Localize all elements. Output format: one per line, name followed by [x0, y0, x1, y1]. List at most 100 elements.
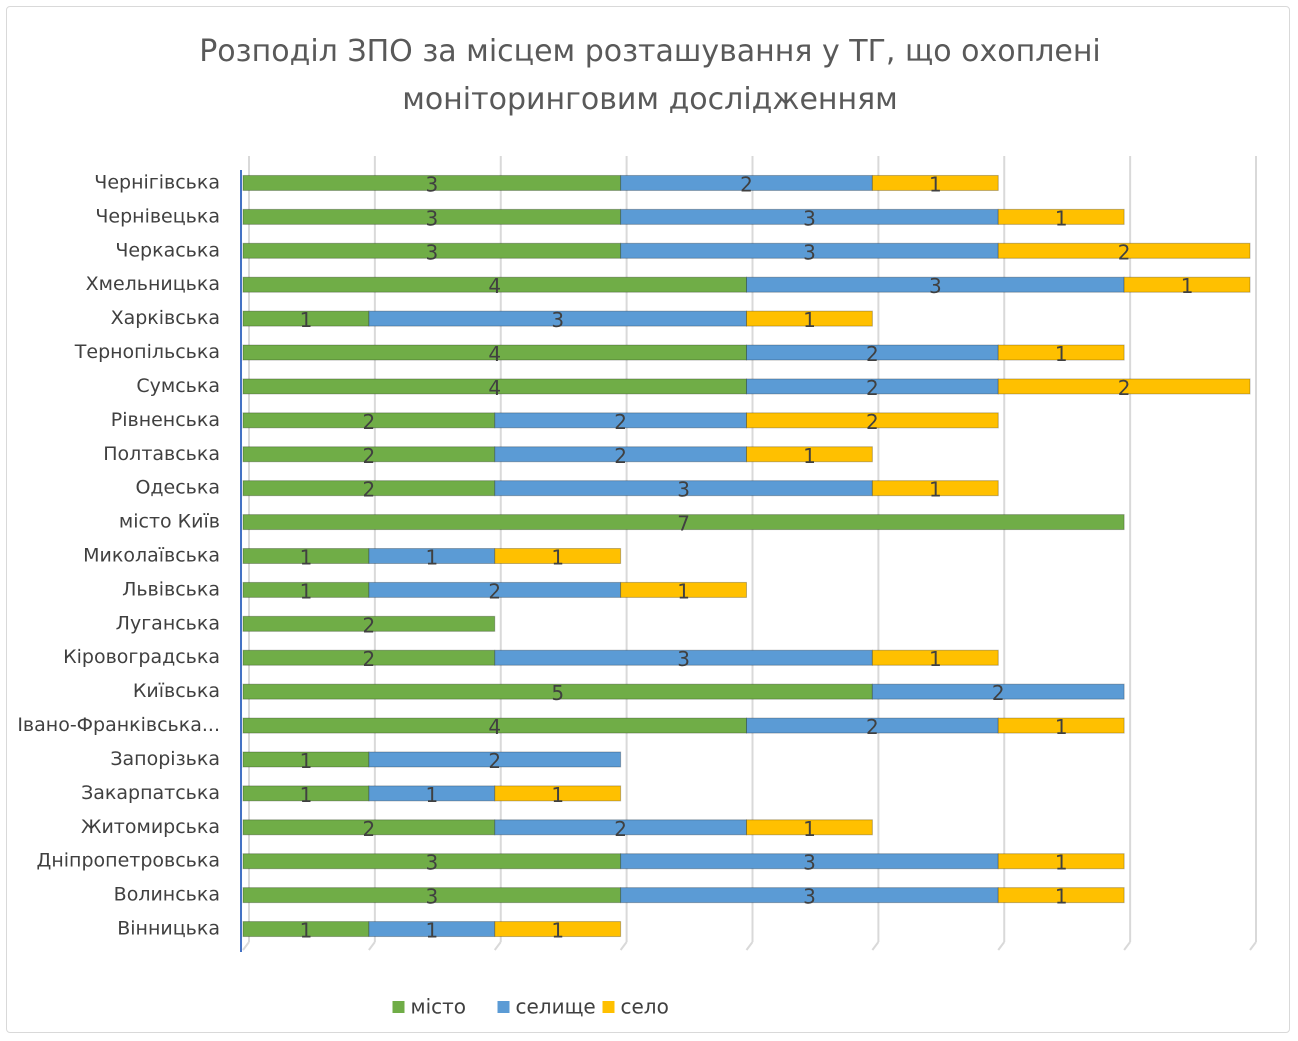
data-label: 2 — [866, 715, 879, 739]
bar-segment — [494, 548, 622, 564]
data-label: 1 — [300, 919, 313, 943]
y-tick-label: Закарпатська — [81, 782, 220, 804]
data-label: 1 — [1181, 274, 1194, 298]
y-tick-label: Дніпропетровська — [37, 850, 220, 872]
data-label: 2 — [363, 478, 376, 502]
data-label: 4 — [488, 342, 501, 366]
y-tick-label: Київська — [133, 680, 220, 702]
bar-segment — [620, 581, 747, 598]
data-label: 2 — [363, 410, 376, 434]
data-label: 2 — [363, 444, 376, 468]
legend-swatch — [392, 1001, 405, 1013]
data-label: 1 — [551, 546, 564, 570]
bar-segment — [871, 683, 1125, 700]
data-label: 3 — [425, 851, 438, 875]
data-label: 1 — [803, 308, 816, 332]
data-label: 1 — [929, 647, 942, 671]
data-label: 3 — [677, 478, 690, 502]
y-tick-label: Кіровоградська — [63, 646, 220, 668]
data-label: 1 — [551, 919, 564, 943]
data-label: 3 — [929, 274, 942, 298]
y-tick-label: Житомирська — [81, 816, 220, 838]
bar-segment — [242, 615, 496, 632]
legend-swatch — [497, 1001, 510, 1013]
bar-segment — [368, 751, 622, 768]
data-label: 1 — [300, 579, 313, 603]
bar-segment — [997, 853, 1125, 870]
bar-segment — [746, 412, 999, 429]
bar-segment — [746, 446, 873, 463]
data-label: 3 — [803, 885, 816, 909]
bar-segment — [997, 887, 1125, 904]
y-tick-label: Волинська — [114, 884, 220, 906]
data-label: 2 — [1118, 240, 1131, 264]
y-tick-label: місто Київ — [119, 511, 220, 533]
data-label: 1 — [1055, 885, 1068, 909]
grid-line — [997, 941, 1006, 951]
data-label: 1 — [425, 546, 438, 570]
grid-line — [871, 941, 880, 951]
bar-segment — [997, 242, 1251, 259]
bar-segment — [997, 208, 1125, 225]
data-label: 2 — [614, 817, 627, 841]
grid-line — [745, 941, 754, 951]
data-label: 3 — [425, 206, 438, 230]
data-label: 3 — [425, 172, 438, 196]
data-label: 2 — [614, 444, 627, 468]
data-label: 1 — [1055, 715, 1068, 739]
data-label: 3 — [425, 885, 438, 909]
data-label: 2 — [740, 172, 753, 196]
data-label: 2 — [488, 749, 501, 773]
legend-label: село — [621, 995, 669, 1019]
data-label: 2 — [614, 410, 627, 434]
data-label: 4 — [488, 274, 501, 298]
grid-line — [242, 941, 250, 951]
data-label: 3 — [803, 240, 816, 264]
y-tick-label: Луганська — [116, 612, 220, 634]
y-tick-label: Харківська — [111, 307, 220, 329]
data-label: 2 — [488, 579, 501, 603]
data-label: 1 — [300, 308, 313, 332]
data-label: 1 — [929, 478, 942, 502]
bar-segment — [871, 649, 999, 666]
bar-segment — [997, 344, 1125, 361]
data-label: 3 — [551, 308, 564, 332]
chart-frame — [6, 6, 1290, 1033]
data-label: 2 — [1118, 376, 1131, 400]
y-tick-label: Чернівецька — [95, 205, 220, 227]
data-label: 2 — [363, 647, 376, 671]
data-label: 3 — [803, 206, 816, 230]
y-tick-label: Чернігівська — [94, 171, 220, 193]
data-label: 7 — [677, 512, 690, 536]
grid-line — [368, 941, 376, 951]
data-label: 2 — [363, 817, 376, 841]
data-label: 4 — [488, 376, 501, 400]
data-label: 1 — [300, 749, 313, 773]
grid-line — [1249, 941, 1257, 951]
data-label: 3 — [425, 240, 438, 264]
data-label: 1 — [677, 579, 690, 603]
y-tick-label: Хмельницька — [86, 273, 220, 295]
data-label: 3 — [803, 851, 816, 875]
grid-line — [493, 941, 502, 951]
y-tick-label: Миколаївська — [83, 545, 220, 567]
grid-line — [619, 941, 628, 951]
data-label: 1 — [1055, 342, 1068, 366]
bar-segment — [1123, 276, 1251, 293]
data-label: 1 — [425, 919, 438, 943]
data-label: 2 — [363, 613, 376, 637]
legend-label: селище — [516, 995, 596, 1019]
data-label: 3 — [677, 647, 690, 671]
bar-segment — [871, 480, 999, 497]
data-label: 2 — [866, 376, 879, 400]
y-tick-label: Рівненська — [111, 409, 220, 431]
y-tick-label: Вінницька — [117, 918, 220, 940]
bar-segment — [997, 378, 1251, 395]
data-label: 1 — [929, 172, 942, 196]
y-tick-label: Львівська — [122, 578, 220, 600]
bar-segment — [494, 785, 622, 802]
bar-segment — [746, 819, 873, 836]
bar-segment — [494, 921, 622, 938]
